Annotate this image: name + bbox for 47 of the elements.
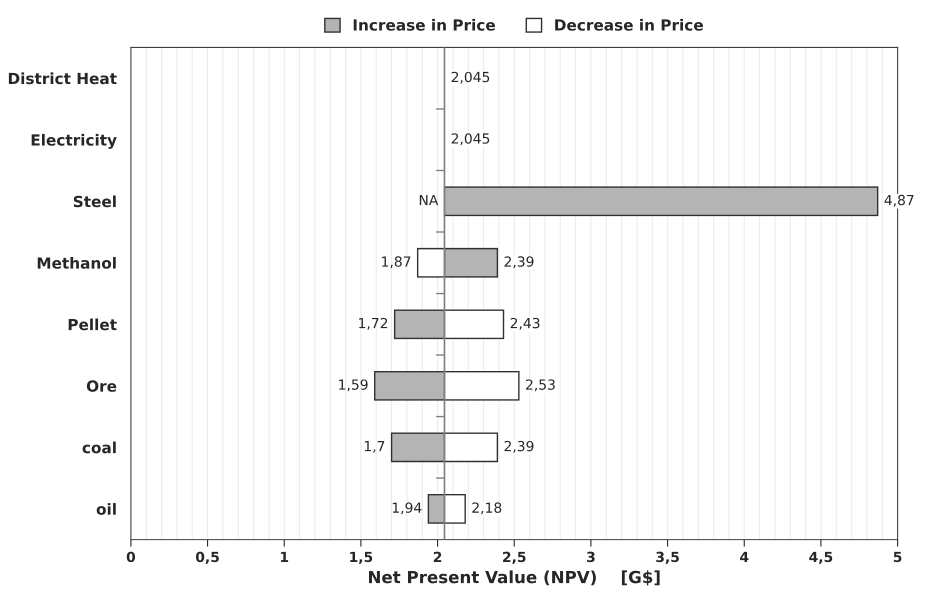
legend-label: Increase in Price	[354, 18, 495, 31]
bar	[428, 494, 446, 524]
x-tick-label: 5	[894, 552, 902, 562]
y-tick-label: coal	[82, 442, 116, 454]
x-tick-label: 2,5	[503, 552, 526, 564]
bar	[374, 370, 446, 401]
bar	[444, 186, 878, 216]
annotation: NA	[420, 194, 438, 206]
x-tick-label: 1	[280, 552, 288, 562]
annotation: 2,39	[504, 256, 534, 268]
x-tick-label: 0,5	[196, 552, 219, 564]
bar	[416, 248, 446, 278]
annotation: 1,94	[392, 502, 422, 514]
x-axis-title: Net Present Value (NPV) [G$]	[369, 570, 660, 586]
x-tick-label: 2	[434, 552, 442, 562]
annotation: 2,18	[472, 502, 502, 514]
y-tick-label: Pellet	[68, 318, 117, 330]
annotation: 1,7	[364, 441, 384, 453]
annotation: 2,39	[504, 440, 534, 453]
x-tick-label: 3,5	[656, 552, 679, 564]
x-tick-label: 4,5	[809, 552, 832, 564]
bar	[444, 494, 466, 524]
x-tick-label: 1,5	[350, 552, 372, 564]
annotation: 2,045	[452, 72, 490, 84]
y-tick-label: District Heat	[8, 72, 117, 84]
x-tick-label: 0	[126, 552, 136, 562]
annotation: 4,87	[884, 194, 914, 207]
annotation: 1,59	[339, 379, 368, 392]
annotation: 1,72	[359, 318, 388, 330]
annotation: 2,43	[510, 318, 540, 330]
x-tick-label: 3	[587, 552, 595, 562]
legend-label: Decrease in Price	[555, 18, 703, 31]
bar	[444, 432, 498, 462]
x-tick-label: 4	[740, 552, 748, 562]
y-tick-label: Electricity	[32, 134, 117, 149]
bar	[444, 248, 498, 278]
annotation: 2,53	[526, 379, 555, 392]
bar	[390, 432, 446, 462]
y-tick-label: oil	[96, 503, 116, 515]
annotation: 2,045	[452, 133, 490, 146]
y-tick-label: Methanol	[38, 256, 116, 269]
bar	[444, 309, 504, 340]
annotation: 1,87	[382, 256, 410, 268]
y-tick-label: Ore	[86, 380, 116, 392]
bar	[394, 309, 446, 340]
y-tick-label: Steel	[74, 195, 116, 208]
bar	[444, 370, 520, 401]
